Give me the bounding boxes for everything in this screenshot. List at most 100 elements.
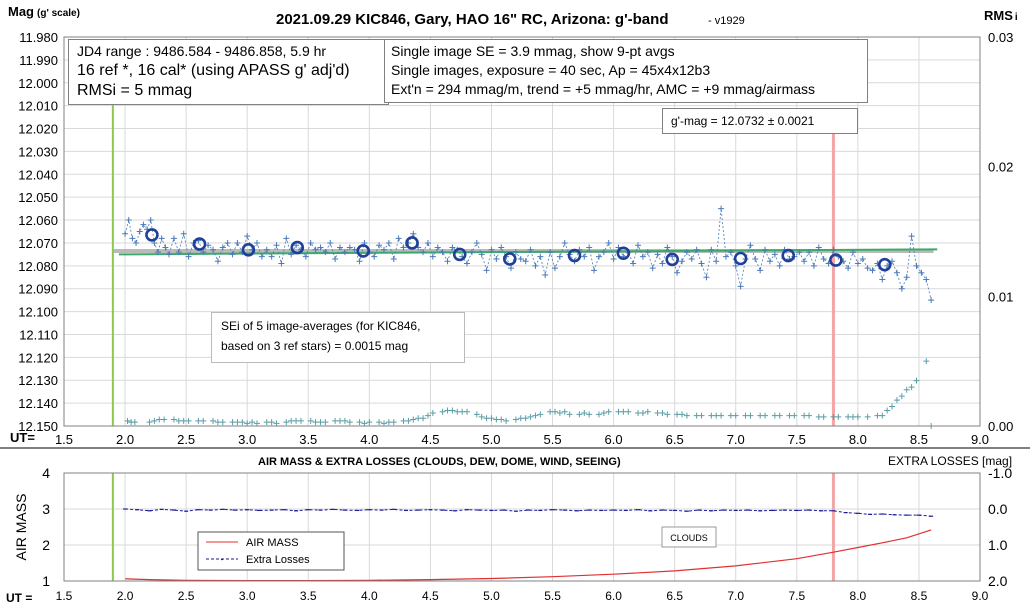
rms-point [923,358,930,365]
single-image-point [155,249,162,256]
single-image-point [698,260,705,267]
rms-point [390,419,397,426]
single-image-point [879,276,886,283]
single-image-point [600,249,607,256]
info-box-left: JD4 range : 9486.584 - 9486.858, 5.9 hr … [68,39,389,105]
rms-point [889,403,896,410]
single-image-point [737,283,744,290]
rms-point [879,412,886,419]
rms-point [464,408,471,415]
rms-point [522,415,529,422]
single-image-point [122,230,129,237]
top-x-tick-label: 8.0 [849,432,867,447]
single-image-point [605,239,612,246]
single-image-point [928,297,935,304]
rms-point [893,397,900,404]
bottom-chart-title: AIR MASS & EXTRA LOSSES (CLOUDS, DEW, DO… [258,456,621,468]
bottom-x-tick-label: 5.0 [483,589,500,603]
single-image-point [129,235,136,242]
single-image-point [162,244,169,251]
info-box-right: Single image SE = 3.9 mmag, show 9-pt av… [384,39,868,103]
single-image-point [140,221,147,228]
single-image-point [224,239,231,246]
single-image-point [757,267,764,274]
bottom-y2-tick-label: 0.0 [988,501,1008,517]
single-image-point [464,260,471,267]
top-y-label-main: Mag [8,4,34,19]
single-image-point [371,253,378,260]
single-image-point [776,262,783,269]
bottom-x-tick-label: 2.0 [117,589,134,603]
bottom-x-tick-label: 8.5 [911,589,928,603]
single-image-point [649,265,656,272]
single-image-point [639,253,646,260]
single-image-point [654,251,661,258]
single-image-point [551,265,558,272]
single-image-point [180,230,187,237]
single-image-point [288,251,295,258]
bottom-y2-tick-label: 2.0 [988,573,1008,589]
rms-point [498,416,505,423]
rms-point [605,408,612,415]
avg-9pt-point [405,236,419,250]
avg-9pt-point [502,252,517,266]
top-y2-tick-label: 0.02 [988,160,1013,175]
rms-point [732,412,739,419]
single-image-point [722,253,729,260]
top-y2-label: RMS i [984,8,1018,23]
top-y-tick-label: 12.060 [18,213,58,228]
single-image-point [508,265,515,272]
rms-point [908,384,915,391]
single-image-point [845,265,852,272]
rms-point [854,413,861,420]
avg-9pt-point [452,247,467,262]
rms-point [273,420,280,427]
single-image-point [263,246,270,253]
legend-extra-losses-label: Extra Losses [246,554,310,566]
top-x-tick-label: 9.0 [971,432,989,447]
single-image-point [747,242,754,249]
rms-point [718,412,725,419]
avg-9pt-point [829,253,843,267]
rms-point [341,417,348,424]
single-image-point [732,262,739,269]
top-y-label: Mag (g' scale) [8,4,80,19]
avg-9pt-point [241,243,256,257]
rms-point [219,419,226,426]
sei-line2: based on 3 ref stars) = 0.0015 mag [221,339,409,353]
single-image-point [527,246,534,253]
top-y-tick-label: 12.030 [18,144,58,159]
single-image-point [312,246,319,253]
bottom-x-tick-label: 7.5 [788,589,805,603]
single-image-point [718,205,725,212]
bottom-y-tick-label: 2 [42,537,50,553]
info-right-line2: Single images, exposure = 40 sec, Ap = 4… [391,62,711,78]
rms-point [625,408,632,415]
single-image-point [556,253,563,260]
single-image-point [420,249,427,256]
top-y-tick-label: 12.080 [18,259,58,274]
rms-point [429,410,436,417]
single-image-point [273,242,280,249]
single-image-point [346,244,353,251]
single-image-point [796,249,803,256]
top-y-tick-label: 12.070 [18,236,58,251]
top-y-tick-label: 11.990 [19,53,58,68]
single-image-point [674,269,681,276]
avg-9pt-point [733,251,748,266]
top-y-tick-label: 12.140 [18,396,58,411]
single-image-point [693,246,700,253]
single-image-point [864,265,871,272]
rms-point [356,419,363,426]
rms-point [151,417,158,424]
single-image-point [395,235,402,242]
rms-point [698,412,705,419]
top-x-tick-label: 1.5 [55,432,73,447]
single-image-point [688,255,695,262]
top-x-tick-label: 2.0 [116,432,134,447]
single-image-point [317,244,324,251]
single-image-point [591,267,598,274]
single-image-point [762,246,769,253]
sei-box: SEi of 5 image-averages (for KIC846, bas… [211,312,465,363]
single-image-point [210,246,217,253]
